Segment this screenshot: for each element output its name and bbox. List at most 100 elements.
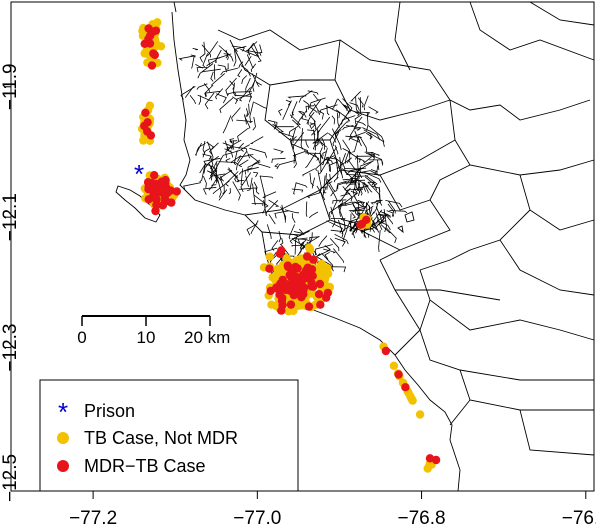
- street-segment: [359, 160, 374, 167]
- street-segment: [301, 118, 309, 126]
- street-segment: [218, 189, 228, 201]
- street-segment: [350, 91, 361, 102]
- street-segment: [343, 165, 349, 176]
- street-segment: [281, 204, 286, 220]
- street-segment: [294, 241, 296, 255]
- street-segment: [196, 83, 208, 90]
- street-segment: [335, 129, 342, 136]
- street-segment: [202, 186, 217, 195]
- x-axis: −77.2 −77.0 −76.8 −76.6: [69, 491, 596, 529]
- scale-bar: 0 10 20 km: [77, 315, 230, 347]
- street-segment: [225, 77, 237, 97]
- street-segment: [305, 201, 308, 217]
- street-segment: [317, 116, 331, 134]
- street-segment: [199, 53, 205, 63]
- scale-label-10: 10: [137, 328, 156, 347]
- street-segment: [299, 110, 307, 118]
- street-segment: [268, 199, 280, 207]
- street-segment: [341, 115, 356, 125]
- street-segment: [203, 83, 211, 92]
- street-segment: [357, 199, 365, 203]
- street-segment: [252, 72, 258, 92]
- mdr-case-point: [323, 288, 332, 298]
- street-segment: [234, 146, 248, 153]
- street-segment: [327, 155, 335, 161]
- street-segment: [253, 43, 259, 57]
- street-segment: [268, 214, 276, 225]
- street-segment: [258, 44, 263, 53]
- street-segment: [290, 136, 297, 148]
- street-segment: [312, 135, 319, 150]
- street-segment: [251, 203, 264, 207]
- street-segment: [351, 212, 356, 219]
- street-segment: [247, 153, 259, 163]
- street-segment: [234, 94, 252, 103]
- street-segment: [238, 159, 249, 168]
- street-segment: [215, 163, 218, 184]
- street-segment: [318, 158, 330, 174]
- street-segment: [238, 61, 244, 69]
- street-segment: [349, 102, 360, 111]
- street-segment: [368, 152, 376, 161]
- mdr-case-point: [141, 108, 150, 118]
- street-segment: [353, 116, 363, 130]
- street-segment: [303, 100, 310, 110]
- street-segment: [328, 184, 338, 201]
- street-segment: [178, 55, 196, 61]
- street-segment: [225, 171, 239, 187]
- street-segment: [313, 119, 317, 130]
- street-segment: [293, 182, 297, 195]
- mdr-case-point: [266, 286, 275, 296]
- prison-star-icon: *: [134, 159, 144, 189]
- street-segment: [240, 65, 251, 77]
- street-segment: [293, 132, 305, 150]
- street-segment: [328, 266, 347, 273]
- street-segment: [204, 90, 221, 97]
- street-segment: [268, 119, 278, 127]
- street-segment: [236, 119, 254, 124]
- street-segment: [220, 67, 238, 76]
- street-segment: [321, 252, 334, 270]
- street-segment: [348, 131, 366, 141]
- street-segment: [338, 208, 346, 229]
- street-segment: [293, 231, 302, 236]
- street-segment: [274, 210, 289, 219]
- street-segment: [228, 188, 231, 195]
- mdr-case-point: [314, 290, 324, 299]
- plot-frame: [10, 1, 595, 492]
- street-segment: [278, 230, 282, 243]
- street-segment: [333, 176, 339, 183]
- street-segment: [309, 122, 316, 129]
- street-segment: [308, 211, 319, 219]
- street-segment: [226, 91, 235, 96]
- street-segment: [353, 128, 361, 131]
- street-segment: [220, 175, 224, 182]
- street-segment: [313, 103, 319, 114]
- street-segment: [356, 154, 359, 175]
- street-segment: [234, 45, 247, 52]
- street-segment: [223, 53, 229, 59]
- street-segment: [241, 75, 248, 84]
- street-segment: [370, 170, 380, 177]
- street-segment: [334, 233, 349, 245]
- street-segment: [222, 142, 233, 150]
- street-segment: [292, 151, 306, 158]
- street-segment: [323, 158, 333, 164]
- street-segment: [278, 131, 295, 139]
- street-segment: [324, 251, 330, 260]
- street-segment: [348, 218, 359, 226]
- street-segment: [215, 88, 224, 100]
- street-segment: [250, 220, 259, 235]
- street-segment: [289, 114, 301, 126]
- mdr-case-point: [275, 249, 285, 258]
- street-segment: [248, 81, 255, 98]
- street-segment: [246, 103, 250, 117]
- street-segment: [370, 199, 383, 205]
- street-segment: [300, 128, 303, 150]
- street-segment: [306, 112, 315, 124]
- street-segment: [330, 200, 338, 215]
- street-segment: [354, 170, 362, 186]
- street-segment: [298, 110, 304, 119]
- street-segment: [196, 142, 206, 152]
- street-segment: [368, 153, 376, 158]
